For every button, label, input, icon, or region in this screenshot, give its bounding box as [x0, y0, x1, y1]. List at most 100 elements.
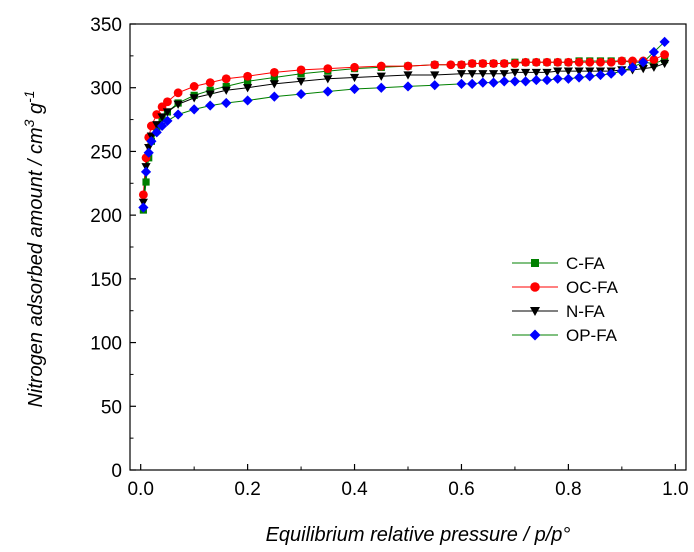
data-point-op-fa: [402, 81, 414, 92]
data-point-c-fa: [661, 56, 669, 64]
data-point-n-fa: [162, 108, 173, 117]
data-point-n-fa: [243, 84, 253, 93]
data-point-op-fa: [269, 91, 280, 102]
legend-label-op-fa: OP-FA: [566, 326, 618, 345]
data-point-op-fa: [541, 74, 553, 86]
data-point-oc-fa: [617, 56, 627, 66]
data-point-op-fa: [138, 202, 149, 213]
data-point-oc-fa: [446, 60, 456, 70]
data-point-oc-fa: [499, 59, 509, 68]
data-point-op-fa: [627, 62, 638, 73]
x-tick-label: 0.2: [234, 479, 260, 500]
data-point-op-fa: [376, 82, 387, 93]
x-axis: 0.0 0.2 0.4 0.6 0.8 1.0: [127, 464, 689, 500]
x-tick-label: 0.6: [448, 479, 474, 500]
data-point-op-fa: [573, 72, 585, 83]
data-point-oc-fa: [649, 55, 659, 65]
data-point-n-fa: [563, 67, 573, 76]
legend-label-n-fa: N-FA: [566, 302, 605, 321]
data-point-oc-fa: [296, 65, 306, 75]
data-point-oc-fa: [585, 57, 595, 67]
data-point-oc-fa: [574, 57, 584, 67]
data-point-n-fa: [456, 70, 467, 79]
data-point-oc-fa: [563, 57, 573, 67]
series-line-n-fa: [142, 63, 665, 203]
data-point-n-fa: [499, 70, 509, 79]
data-point-c-fa: [206, 86, 214, 94]
data-point-op-fa: [488, 77, 499, 88]
data-point-n-fa: [296, 77, 306, 86]
y-tick-label: 100: [90, 334, 122, 355]
data-point-n-fa: [323, 75, 333, 84]
data-point-n-fa: [542, 68, 552, 78]
data-point-oc-fa: [152, 110, 162, 119]
series-line-c-fa: [142, 59, 665, 211]
data-point-op-fa: [173, 109, 184, 120]
data-point-oc-fa: [173, 88, 183, 98]
data-point-n-fa: [531, 68, 541, 78]
y-axis-title-main: Nitrogen adsorbed amount / cm: [25, 127, 47, 407]
data-point-op-fa: [477, 77, 488, 88]
y-axis-title-mid: g: [25, 103, 47, 120]
data-point-oc-fa: [138, 190, 148, 200]
y-tick-label: 300: [90, 79, 122, 100]
data-point-n-fa: [638, 65, 648, 74]
data-point-op-fa: [467, 78, 478, 89]
data-point-op-fa: [151, 127, 162, 138]
data-point-oc-fa: [457, 60, 466, 70]
legend-marker-op-fa: [529, 329, 541, 341]
y-tick-label: 200: [90, 206, 122, 227]
data-point-op-fa: [189, 104, 200, 115]
x-tick-label: 0.4: [341, 479, 368, 500]
series-line-oc-fa: [142, 54, 665, 195]
data-point-oc-fa: [269, 68, 279, 77]
data-point-n-fa: [660, 59, 670, 69]
data-point-op-fa: [638, 57, 649, 68]
data-point-oc-fa: [146, 121, 156, 131]
data-point-oc-fa: [376, 61, 386, 71]
data-point-oc-fa: [478, 59, 488, 68]
data-point-n-fa: [221, 86, 231, 95]
data-point-op-fa: [349, 83, 360, 95]
data-point-n-fa: [521, 68, 531, 78]
legend-label-oc-fa: OC-FA: [566, 278, 619, 297]
data-point-op-fa: [499, 76, 510, 87]
data-point-op-fa: [552, 73, 563, 84]
y-axis-title: Nitrogen adsorbed amount / cm3 g-1: [21, 90, 47, 407]
y-tick-label: 150: [90, 270, 122, 291]
data-point-n-fa: [478, 70, 488, 79]
data-point-op-fa: [509, 76, 521, 87]
data-point-oc-fa: [205, 78, 215, 88]
data-point-op-fa: [205, 100, 216, 111]
data-point-oc-fa: [660, 50, 670, 59]
data-point-oc-fa: [606, 57, 616, 67]
data-point-oc-fa: [489, 59, 498, 68]
data-point-op-fa: [242, 95, 253, 106]
data-point-op-fa: [143, 147, 154, 158]
data-point-oc-fa: [521, 57, 531, 67]
data-point-n-fa: [510, 68, 520, 78]
data-point-oc-fa: [350, 62, 359, 72]
data-point-n-fa: [157, 113, 167, 122]
x-tick-label: 1.0: [662, 479, 688, 500]
x-axis-title: Equilibrium relative pressure / p/p°: [266, 524, 571, 546]
data-point-oc-fa: [542, 57, 552, 67]
x-tick-label: 0.8: [555, 479, 581, 500]
data-point-n-fa: [205, 90, 215, 99]
data-point-oc-fa: [403, 61, 413, 71]
data-point-n-fa: [152, 121, 162, 130]
data-point-n-fa: [488, 70, 499, 79]
legend-marker-c-fa: [531, 259, 539, 267]
data-point-op-fa: [584, 71, 595, 82]
data-point-n-fa: [403, 71, 413, 80]
data-point-n-fa: [467, 70, 477, 79]
data-point-op-fa: [156, 120, 168, 132]
y-axis-title-sup1: 3: [21, 119, 37, 127]
data-point-op-fa: [162, 115, 173, 126]
y-axis-title-sup2: -1: [21, 90, 37, 102]
data-point-oc-fa: [189, 82, 199, 91]
data-point-c-fa: [270, 73, 278, 82]
data-point-n-fa: [553, 67, 563, 76]
data-point-oc-fa: [596, 57, 605, 67]
data-point-op-fa: [606, 68, 617, 79]
